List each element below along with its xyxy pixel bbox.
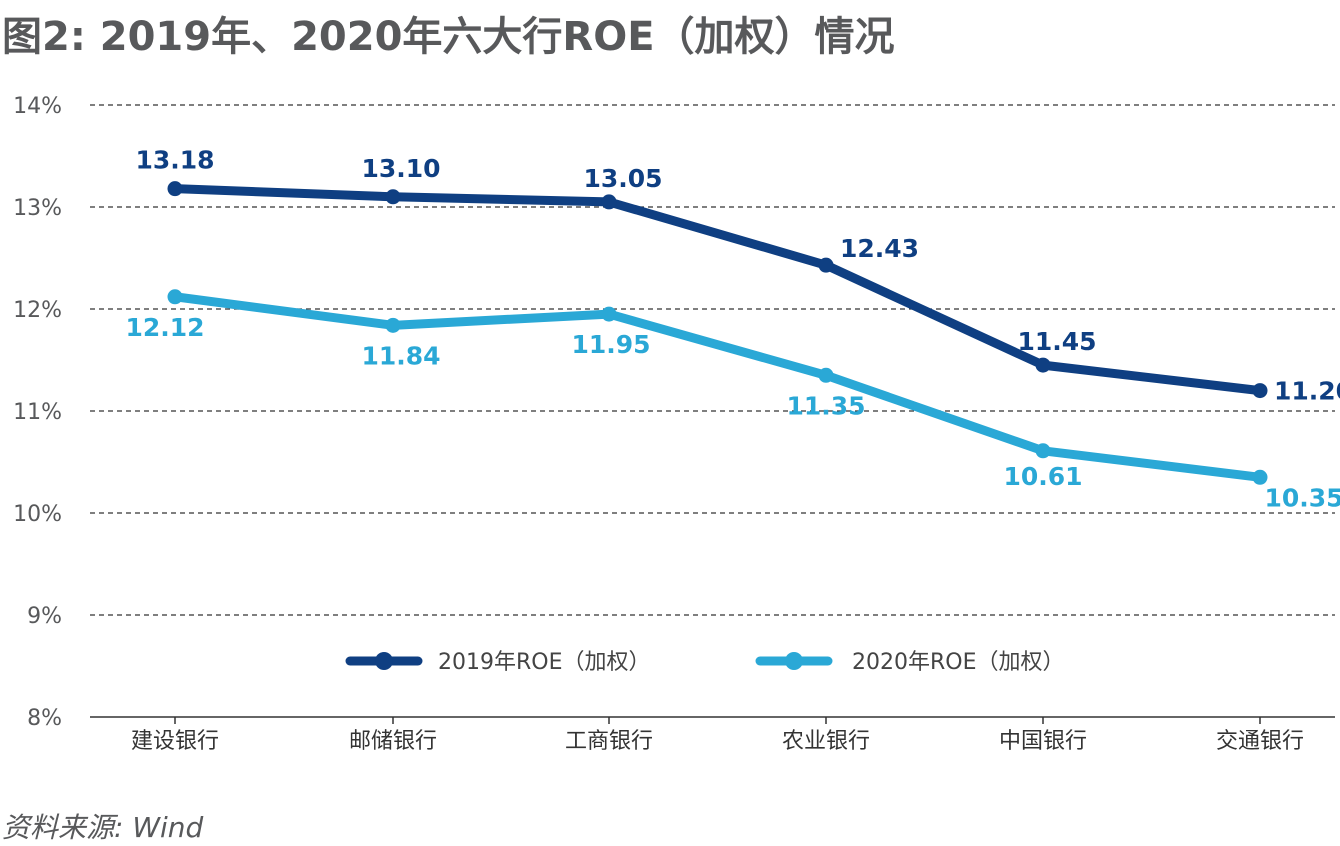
- legend-label: 2019年ROE（加权）: [438, 650, 651, 675]
- data-label: 11.20: [1274, 377, 1340, 406]
- data-label: 11.84: [361, 341, 440, 370]
- legend-label: 2020年ROE（加权）: [852, 650, 1065, 675]
- y-tick-label: 14%: [13, 94, 62, 119]
- data-label: 13.05: [583, 164, 662, 193]
- data-point: [818, 367, 834, 383]
- data-label: 10.61: [1003, 462, 1082, 491]
- data-point: [1252, 469, 1268, 485]
- y-tick-label: 8%: [27, 706, 62, 731]
- data-point: [385, 317, 401, 333]
- data-point: [1035, 357, 1051, 373]
- data-point: [167, 181, 183, 197]
- y-tick-label: 10%: [13, 502, 62, 527]
- y-axis-ticks: 8% 9% 10% 11% 12% 13% 14%: [13, 94, 62, 731]
- y-tick-label: 11%: [13, 400, 62, 425]
- series-line: [170, 292, 1265, 482]
- data-label: 10.35: [1264, 483, 1340, 512]
- data-point: [167, 289, 183, 305]
- y-tick-label: 13%: [13, 196, 62, 221]
- x-tick-label: 工商银行: [565, 729, 653, 754]
- data-label: 11.35: [786, 391, 865, 420]
- data-point: [818, 257, 834, 273]
- data-label: 13.10: [361, 154, 440, 183]
- data-point: [601, 194, 617, 210]
- x-tick-label: 邮储银行: [349, 729, 437, 754]
- data-point: [385, 189, 401, 205]
- legend: 2019年ROE（加权） 2020年ROE（加权）: [345, 650, 1065, 675]
- x-tick-label: 农业银行: [782, 729, 870, 754]
- series-lines: [167, 181, 1268, 485]
- gridlines: [90, 104, 1335, 616]
- data-labels: 13.18 13.10 13.05 12.43 11.45 11.20 12.12 11.84…: [125, 146, 1340, 513]
- data-label: 11.95: [571, 330, 650, 359]
- data-label: 12.12: [125, 313, 204, 342]
- legend-marker: [375, 652, 393, 670]
- data-label: 11.45: [1017, 327, 1096, 356]
- data-label: 12.43: [840, 234, 919, 263]
- data-label: 13.18: [135, 146, 214, 175]
- data-point: [1252, 383, 1268, 399]
- x-tick-label: 交通银行: [1216, 729, 1304, 754]
- y-tick-label: 12%: [13, 298, 62, 323]
- y-tick-label: 9%: [27, 604, 62, 629]
- series-line: [170, 184, 1265, 396]
- legend-marker: [785, 652, 803, 670]
- data-point: [601, 306, 617, 322]
- chart-title: 图2: 2019年、2020年六大行ROE（加权）情况: [2, 14, 895, 60]
- x-tick-label: 中国银行: [999, 729, 1087, 754]
- source-note: 资料来源: Wind: [2, 811, 204, 844]
- x-tick-label: 建设银行: [131, 729, 219, 754]
- x-axis: 建设银行 邮储银行 工商银行 农业银行 中国银行 交通银行: [90, 716, 1335, 754]
- data-point: [1035, 443, 1051, 459]
